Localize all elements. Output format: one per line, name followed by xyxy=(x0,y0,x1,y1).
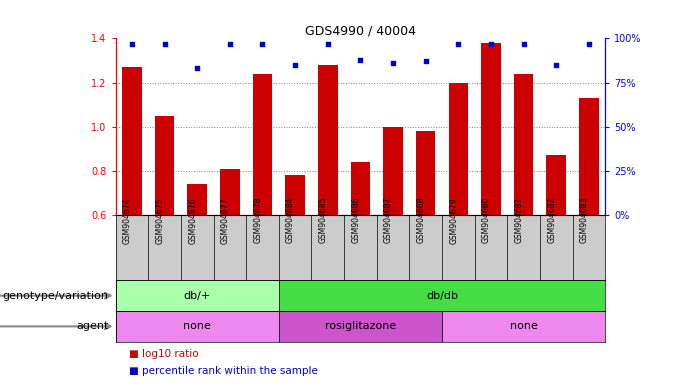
Point xyxy=(126,41,137,47)
Text: GSM904675: GSM904675 xyxy=(156,197,165,243)
Point xyxy=(388,60,398,66)
Text: db/db: db/db xyxy=(426,291,458,301)
Point xyxy=(322,41,333,47)
Bar xyxy=(449,83,468,215)
Text: ■ log10 ratio: ■ log10 ratio xyxy=(129,349,199,359)
Text: none: none xyxy=(184,321,211,331)
Bar xyxy=(220,169,239,215)
Bar xyxy=(279,280,605,311)
Point xyxy=(420,58,431,65)
Bar xyxy=(253,74,272,215)
Bar xyxy=(116,280,279,311)
Text: GSM904679: GSM904679 xyxy=(449,197,458,243)
Text: genotype/variation: genotype/variation xyxy=(3,291,109,301)
Bar xyxy=(155,116,174,215)
Bar xyxy=(481,43,500,215)
Bar xyxy=(384,127,403,215)
Point xyxy=(551,62,562,68)
Point xyxy=(224,41,235,47)
Text: GSM904681: GSM904681 xyxy=(515,197,524,243)
Bar xyxy=(416,131,435,215)
Bar xyxy=(514,74,533,215)
Bar xyxy=(442,311,605,342)
Text: GSM904677: GSM904677 xyxy=(221,197,230,243)
Text: agent: agent xyxy=(76,321,109,331)
Text: GSM904680: GSM904680 xyxy=(482,197,491,243)
Point xyxy=(583,41,594,47)
Text: ■ percentile rank within the sample: ■ percentile rank within the sample xyxy=(129,366,318,376)
Text: GSM904685: GSM904685 xyxy=(319,197,328,243)
Text: GSM904678: GSM904678 xyxy=(254,197,262,243)
Text: GSM904682: GSM904682 xyxy=(547,197,556,243)
Text: GSM904687: GSM904687 xyxy=(384,197,393,243)
Text: GSM904688: GSM904688 xyxy=(417,197,426,243)
Title: GDS4990 / 40004: GDS4990 / 40004 xyxy=(305,24,416,37)
Text: GSM904676: GSM904676 xyxy=(188,197,197,243)
Point xyxy=(192,65,203,71)
Point xyxy=(290,62,301,68)
Text: GSM904684: GSM904684 xyxy=(286,197,295,243)
Text: db/+: db/+ xyxy=(184,291,211,301)
Text: GSM904686: GSM904686 xyxy=(352,197,360,243)
Point xyxy=(453,41,464,47)
Bar xyxy=(279,311,442,342)
Text: none: none xyxy=(510,321,537,331)
Text: GSM904683: GSM904683 xyxy=(580,197,589,243)
Bar xyxy=(318,65,337,215)
Point xyxy=(257,41,268,47)
Bar xyxy=(286,175,305,215)
Bar xyxy=(351,162,370,215)
Bar xyxy=(188,184,207,215)
Bar xyxy=(547,156,566,215)
Text: rosiglitazone: rosiglitazone xyxy=(325,321,396,331)
Bar xyxy=(122,67,141,215)
Bar xyxy=(579,98,598,215)
Point xyxy=(355,56,366,63)
Point xyxy=(159,41,170,47)
Text: GSM904674: GSM904674 xyxy=(123,197,132,243)
Point xyxy=(486,41,496,47)
Bar xyxy=(116,311,279,342)
Point xyxy=(518,41,529,47)
